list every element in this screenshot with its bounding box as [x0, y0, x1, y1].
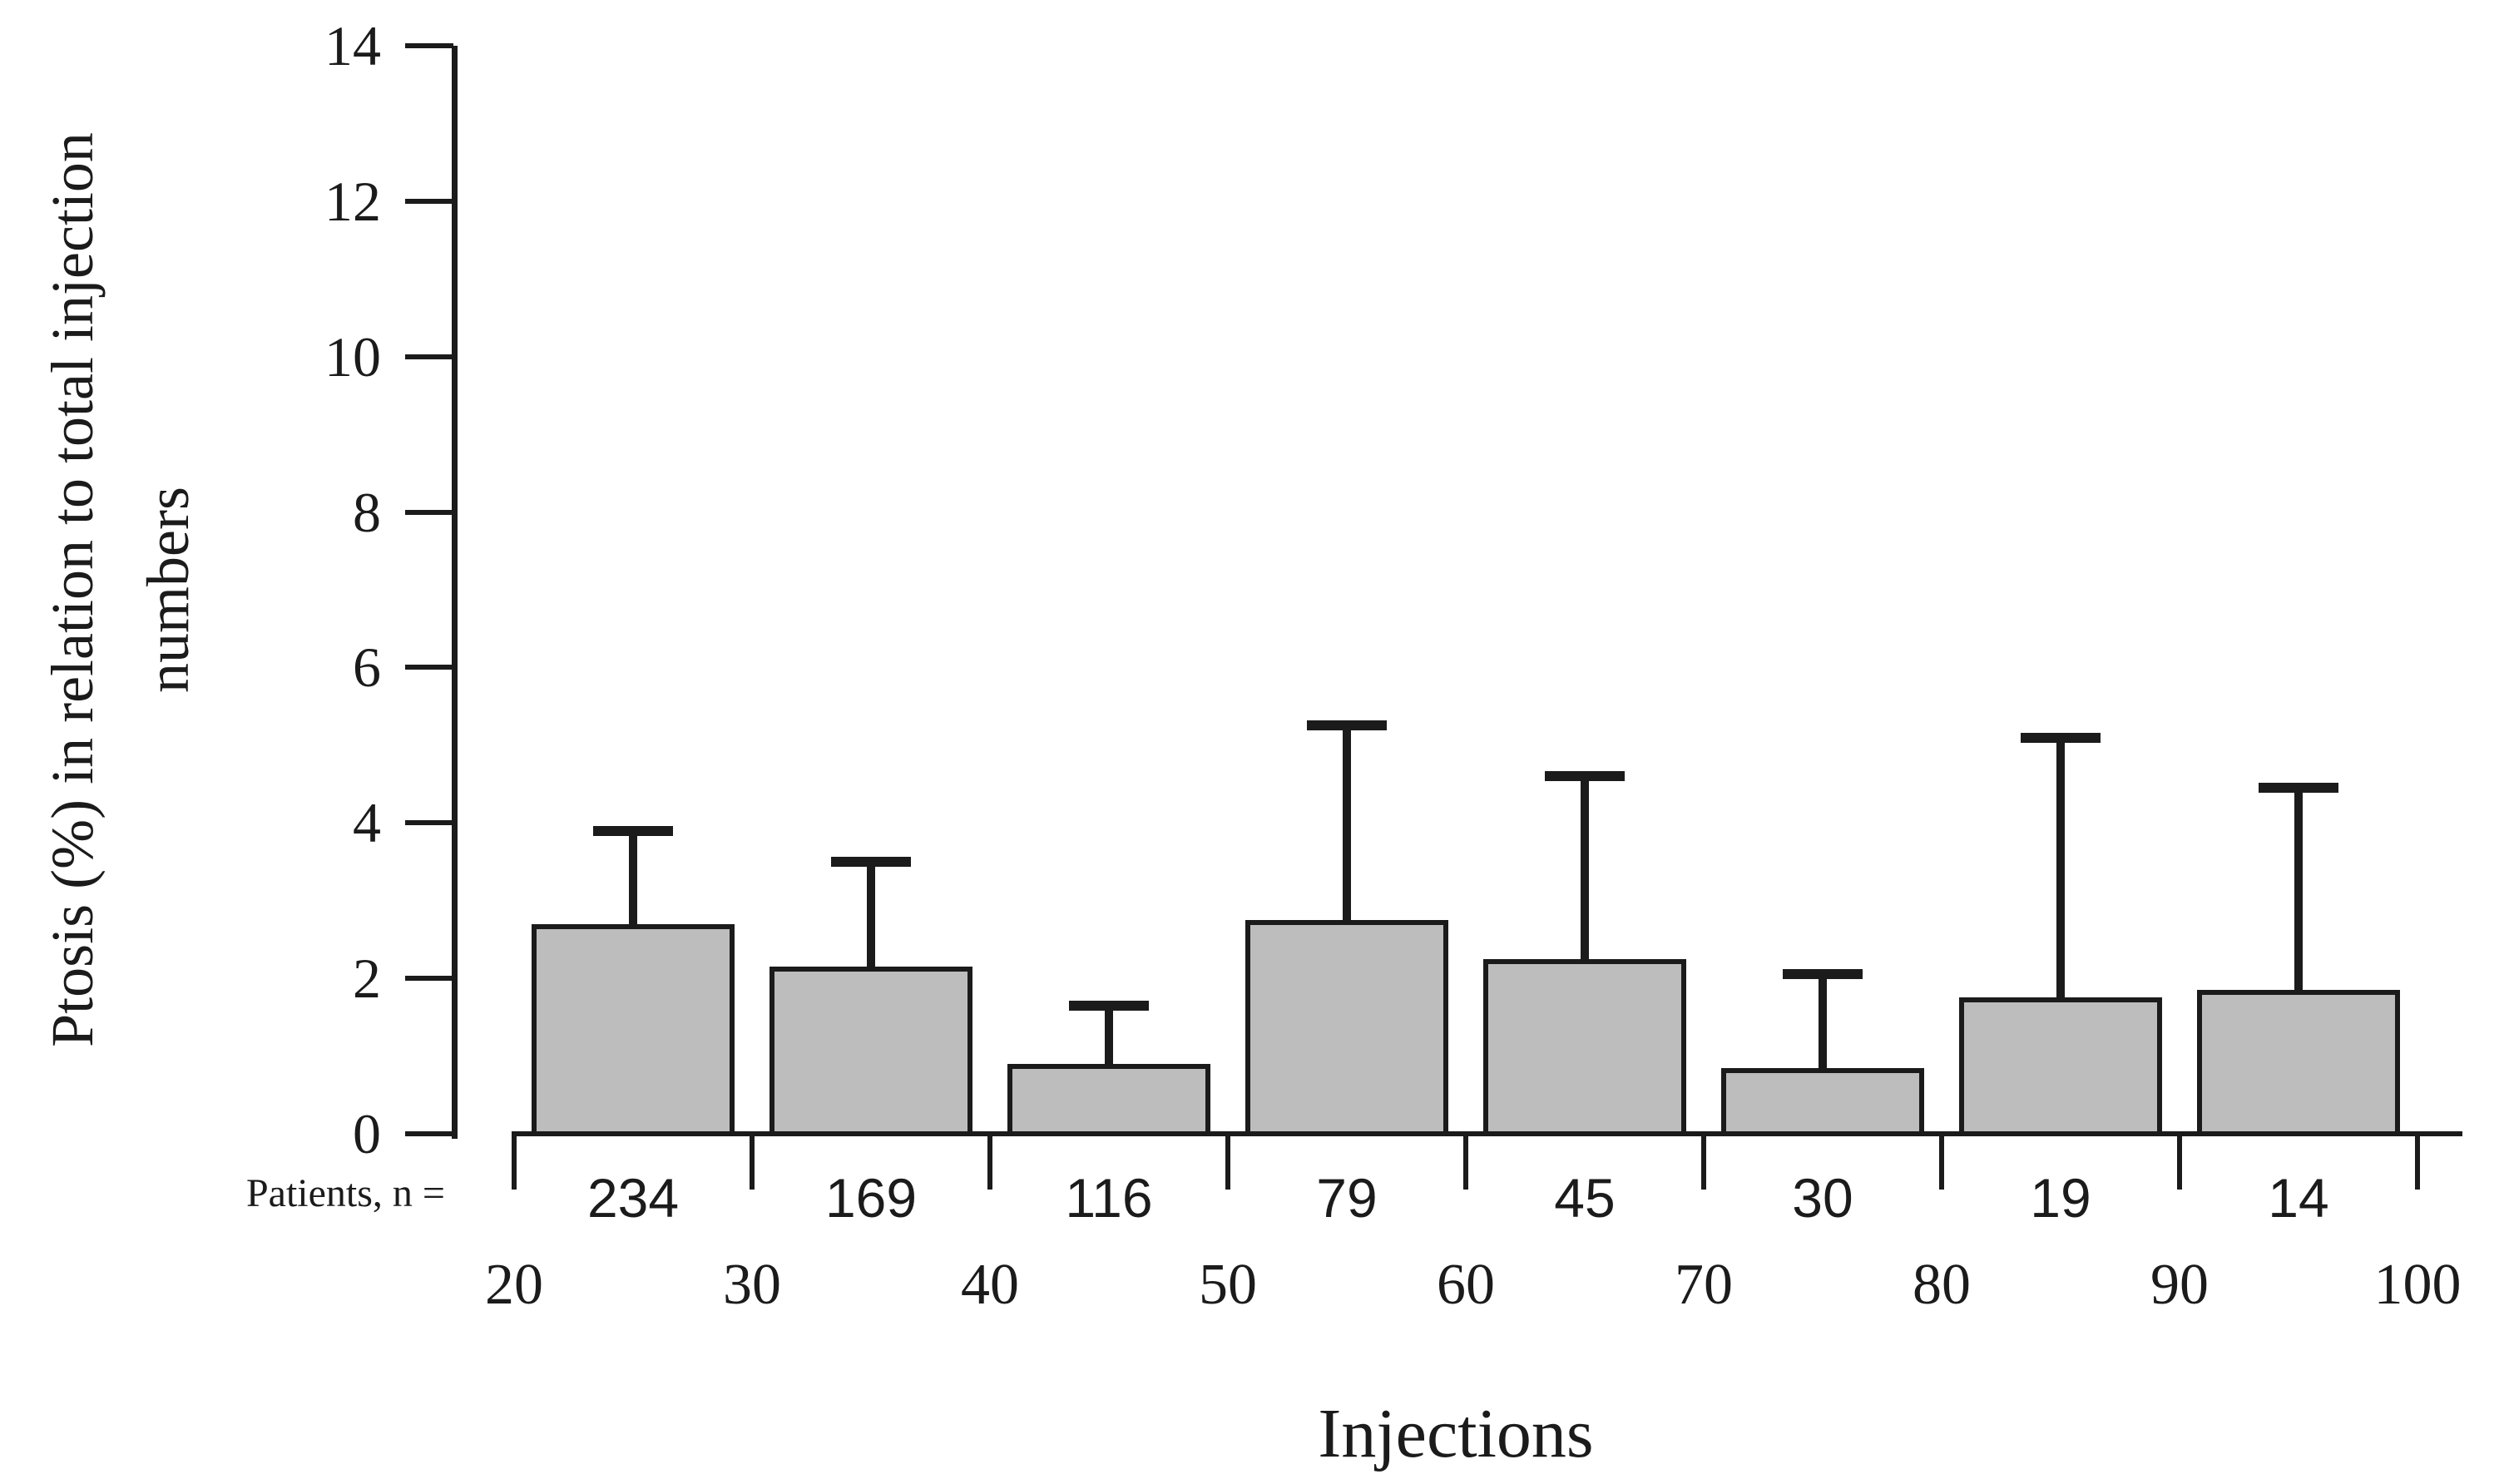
bar: [1959, 997, 2162, 1136]
error-bar-cap: [831, 856, 911, 867]
bar: [1007, 1063, 1210, 1136]
y-axis-title-line1: Ptosis (%) in relation to total injectio…: [39, 132, 106, 1047]
bar: [532, 923, 735, 1136]
x-tick-label: 80: [1913, 1253, 1971, 1317]
error-bar-stem: [2294, 788, 2303, 991]
y-axis-title-line2: numbers: [135, 487, 201, 693]
patients-row-label: Patients, n =: [245, 1171, 445, 1215]
y-tick-label: 4: [353, 791, 381, 855]
x-tick: [1225, 1131, 1230, 1190]
x-tick: [2177, 1131, 2182, 1190]
y-tick: [405, 198, 453, 204]
x-tick-label: 30: [723, 1253, 781, 1317]
y-tick-label: 8: [353, 480, 381, 544]
error-bar-stem: [2056, 737, 2065, 998]
bar: [2197, 990, 2400, 1136]
x-tick-label: 40: [961, 1253, 1019, 1317]
error-bar-cap: [2259, 783, 2338, 794]
x-tick: [512, 1131, 517, 1190]
error-bar-cap: [1307, 720, 1387, 731]
patients-count: 45: [1554, 1167, 1616, 1229]
patients-count: 169: [824, 1167, 918, 1229]
y-axis-title: Ptosis (%) in relation to total injectio…: [25, 46, 225, 1134]
y-tick: [405, 976, 453, 982]
error-bar-cap: [1069, 1000, 1149, 1011]
error-bar-cap: [1545, 771, 1625, 782]
x-tick-label: 70: [1675, 1253, 1733, 1317]
y-tick: [405, 354, 453, 359]
bar: [769, 967, 972, 1136]
x-tick: [1939, 1131, 1944, 1190]
x-tick: [2415, 1131, 2420, 1190]
error-bar-stem: [1343, 725, 1351, 921]
y-tick-label: 2: [353, 947, 381, 1011]
patients-count: 19: [2030, 1167, 2091, 1229]
y-axis-line: [452, 46, 458, 1139]
y-tick: [405, 820, 453, 826]
x-tick-label: 20: [485, 1253, 543, 1317]
y-tick-label: 10: [324, 324, 381, 388]
x-tick: [750, 1131, 755, 1190]
error-bar-cap: [593, 825, 673, 836]
x-tick-label: 60: [1437, 1253, 1495, 1317]
x-axis-title: Injections: [1318, 1395, 1594, 1472]
patients-count: 234: [586, 1167, 680, 1229]
bar: [1245, 920, 1448, 1136]
patients-count: 14: [2268, 1167, 2329, 1229]
patients-count: 79: [1316, 1167, 1378, 1229]
x-tick-label: 90: [2150, 1253, 2209, 1317]
bar: [1721, 1067, 1924, 1136]
y-tick-label: 0: [353, 1102, 381, 1165]
y-tick: [405, 509, 453, 515]
error-bar-stem: [629, 830, 637, 924]
patients-count: 116: [1065, 1167, 1153, 1229]
error-bar-stem: [867, 861, 875, 967]
y-tick: [405, 1131, 453, 1136]
error-bar-stem: [1819, 974, 1827, 1068]
error-bar-stem: [1581, 776, 1589, 959]
y-tick: [405, 42, 453, 48]
x-tick: [1701, 1131, 1706, 1190]
patients-count: 30: [1792, 1167, 1853, 1229]
y-tick-label: 14: [324, 13, 381, 77]
error-bar-stem: [1105, 1005, 1113, 1064]
error-bar-cap: [2021, 732, 2101, 743]
error-bar-cap: [1783, 969, 1863, 980]
x-tick: [987, 1131, 992, 1190]
bar: [1483, 958, 1686, 1136]
x-tick: [1463, 1131, 1468, 1190]
y-tick: [405, 665, 453, 670]
y-tick-label: 12: [324, 169, 381, 233]
x-tick-label: 100: [2373, 1253, 2462, 1317]
x-tick-label: 50: [1199, 1253, 1257, 1317]
y-tick-label: 6: [353, 636, 381, 700]
